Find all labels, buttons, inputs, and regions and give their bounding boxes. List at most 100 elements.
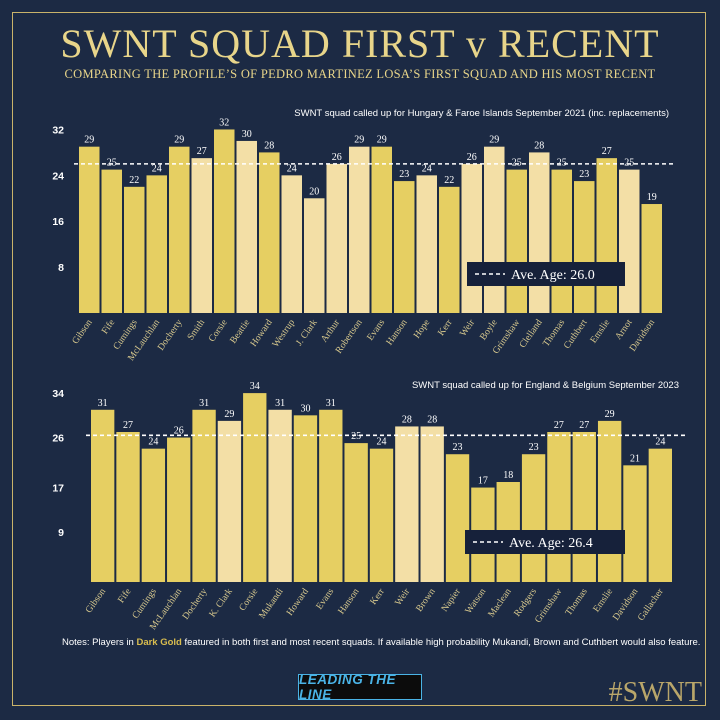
x-tick-label: Evans xyxy=(366,318,388,343)
bar-value-label: 29 xyxy=(174,135,184,146)
y-tick-label: 8 xyxy=(58,262,64,274)
bar-value-label: 31 xyxy=(98,398,108,409)
bar xyxy=(124,186,145,313)
x-tick-label: Weir xyxy=(394,586,413,607)
bar xyxy=(547,432,571,582)
y-tick-label: 34 xyxy=(52,388,64,400)
y-tick-label: 9 xyxy=(58,527,64,539)
bar xyxy=(371,146,392,313)
bar xyxy=(217,420,242,582)
x-tick-label: Arnot xyxy=(614,318,635,342)
x-tick-label: Fife xyxy=(99,317,117,336)
bar xyxy=(243,393,267,582)
x-tick-label: Thomas xyxy=(564,587,590,618)
leading-the-line-logo: LEADING THE LINE xyxy=(298,672,422,702)
bar-value-label: 32 xyxy=(219,117,229,128)
footnote-suffix: featured in both first and most recent s… xyxy=(181,637,701,648)
bar-value-label: 29 xyxy=(84,135,94,146)
bar xyxy=(236,140,257,313)
x-tick-label: Napier xyxy=(440,586,463,614)
border-frame xyxy=(12,12,706,706)
bar xyxy=(641,204,662,313)
bar-value-label: 22 xyxy=(129,175,139,186)
bar xyxy=(572,432,596,582)
chart-recent-squad: SWNT squad called up for England & Belgi… xyxy=(52,380,685,632)
bar xyxy=(191,158,212,313)
x-tick-label: Watson xyxy=(464,587,489,616)
bar-value-label: 20 xyxy=(309,186,319,197)
chart-title: SWNT squad called up for Hungary & Faroe… xyxy=(294,108,669,119)
bar xyxy=(369,448,394,582)
bar-value-label: 24 xyxy=(148,437,158,448)
x-tick-label: Westrup xyxy=(271,318,297,350)
bar-value-label: 26 xyxy=(332,152,342,163)
bar xyxy=(521,454,546,582)
bar-value-label: 27 xyxy=(554,420,564,431)
average-label: Ave. Age: 26.0 xyxy=(511,268,595,283)
bar xyxy=(91,409,115,582)
bar-value-label: 31 xyxy=(326,398,336,409)
bar xyxy=(344,443,368,582)
bar xyxy=(648,448,672,582)
bar-value-label: 31 xyxy=(275,398,285,409)
bar xyxy=(319,409,343,582)
footnote: Notes: Players in Dark Gold featured in … xyxy=(62,637,702,648)
bar xyxy=(214,129,235,313)
bar-value-label: 29 xyxy=(224,409,234,420)
bar xyxy=(326,163,347,313)
bar xyxy=(484,146,505,313)
bar-value-label: 17 xyxy=(478,476,488,487)
x-tick-label: Gibson xyxy=(71,318,95,346)
bar-value-label: 25 xyxy=(351,431,361,442)
page-title: SWNT SQUAD FIRST v RECENT xyxy=(60,21,660,66)
bar-value-label: 27 xyxy=(602,146,612,157)
y-tick-label: 24 xyxy=(52,170,64,182)
x-tick-label: Brown xyxy=(415,587,438,614)
page-subtitle: COMPARING THE PROFILE’S OF PEDRO MARTINE… xyxy=(64,67,656,81)
x-tick-label: Gallacher xyxy=(636,586,666,623)
x-tick-label: Fife xyxy=(116,586,134,605)
bar-value-label: 21 xyxy=(630,453,640,464)
bar-value-label: 29 xyxy=(377,135,387,146)
x-tick-label: Emslie xyxy=(589,318,612,345)
bar xyxy=(116,432,140,582)
bar-value-label: 24 xyxy=(287,163,297,174)
bar-value-label: 25 xyxy=(557,158,567,169)
bar xyxy=(597,420,622,582)
bar xyxy=(169,146,190,313)
bar xyxy=(349,146,370,313)
bar xyxy=(146,175,167,313)
x-tick-label: K. Clark xyxy=(208,587,235,620)
bar-value-label: 27 xyxy=(123,420,133,431)
x-tick-label: Maclean xyxy=(487,587,514,620)
average-box xyxy=(465,530,625,554)
bar-value-label: 30 xyxy=(300,403,310,414)
bar xyxy=(416,175,437,313)
bar xyxy=(259,152,280,313)
bar xyxy=(619,169,640,313)
bar-value-label: 31 xyxy=(199,398,209,409)
bar-value-label: 23 xyxy=(529,442,539,453)
x-tick-label: Hanson xyxy=(385,318,410,348)
bar xyxy=(101,169,122,313)
bar-value-label: 29 xyxy=(489,135,499,146)
bar-value-label: 27 xyxy=(579,420,589,431)
bar xyxy=(551,169,572,313)
bar-value-label: 24 xyxy=(377,437,387,448)
bar-value-label: 28 xyxy=(534,140,544,151)
bar-value-label: 22 xyxy=(444,175,454,186)
bar-value-label: 28 xyxy=(264,140,274,151)
bar xyxy=(506,169,527,313)
x-tick-label: Cuthbert xyxy=(562,318,589,351)
average-box xyxy=(467,262,625,286)
bar-value-label: 24 xyxy=(655,437,665,448)
bar-value-label: 23 xyxy=(579,169,589,180)
bar xyxy=(445,454,470,582)
x-tick-label: Evans xyxy=(315,587,337,612)
bar-value-label: 30 xyxy=(242,129,252,140)
x-tick-label: Hope xyxy=(412,318,432,341)
footnote-highlight: Dark Gold xyxy=(136,637,182,648)
x-tick-label: Clelland xyxy=(518,318,545,350)
x-tick-label: Kerr xyxy=(437,317,456,338)
x-tick-label: Kerr xyxy=(369,586,388,607)
